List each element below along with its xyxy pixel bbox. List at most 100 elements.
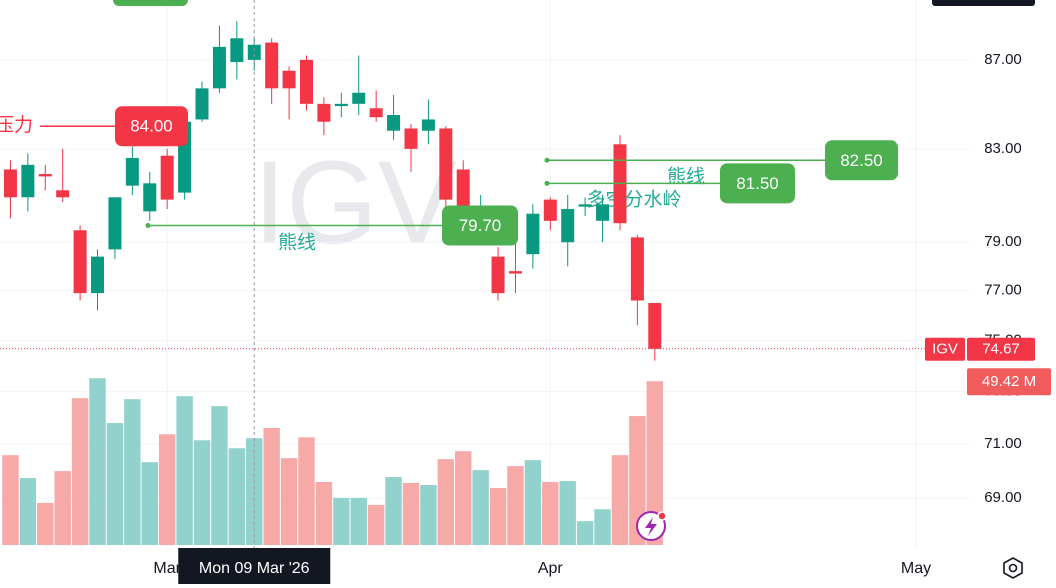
- candle-body: [143, 183, 157, 212]
- candle-body: [404, 128, 418, 149]
- annotation-text: 熊线: [278, 232, 316, 254]
- volume-bar: [507, 466, 524, 545]
- y-tick-label: 79.00: [984, 233, 1022, 250]
- volume-bar: [280, 458, 298, 545]
- annotation-dot: [544, 157, 550, 163]
- candle-body: [125, 157, 139, 186]
- annotation-text: 压力: [0, 114, 33, 136]
- volume-bar: [489, 487, 507, 545]
- volume-bar: [524, 460, 542, 545]
- candle-body: [265, 42, 279, 89]
- annotation-dot: [145, 223, 151, 229]
- annotation-label: 79.70: [459, 216, 502, 235]
- candle-body: [299, 59, 313, 104]
- candle-body: [91, 256, 105, 294]
- volume-bar: [246, 438, 263, 545]
- candle-body: [3, 169, 17, 198]
- volume-bar: [124, 399, 141, 545]
- lightning-icon[interactable]: [636, 511, 667, 541]
- volume-tag: [967, 368, 1051, 396]
- watermark: IGV: [253, 137, 457, 269]
- settings-dot[interactable]: [1008, 563, 1018, 573]
- annotation-label: 84.00: [130, 117, 173, 136]
- candle-body: [195, 88, 209, 120]
- candle-body: [282, 70, 296, 89]
- candle-body: [108, 197, 122, 250]
- top-toolbar[interactable]: [932, 0, 1035, 6]
- volume-bar: [228, 448, 246, 545]
- annotation-box: [442, 205, 518, 246]
- candle-body: [421, 119, 435, 131]
- y-tick-label: 77.00: [984, 282, 1022, 299]
- annotation-label: 81.50: [736, 174, 779, 193]
- candle-body: [212, 46, 226, 89]
- volume-bar: [2, 455, 19, 545]
- volume-bar: [559, 481, 576, 545]
- candle-body: [491, 256, 505, 294]
- volume-bar: [646, 381, 664, 545]
- candle-body: [596, 204, 610, 221]
- lightning-bolt[interactable]: [645, 517, 657, 536]
- candle-body: [352, 92, 366, 104]
- last-price-tag: [967, 337, 1035, 361]
- y-tick-label: 71.00: [984, 435, 1022, 452]
- candle-body: [38, 174, 52, 177]
- annotation-label: 82.50: [840, 151, 883, 170]
- volume-bar: [455, 451, 472, 545]
- volume-bar: [141, 462, 158, 545]
- candle-body: [369, 108, 383, 118]
- volume-bar: [19, 478, 37, 545]
- settings-icon[interactable]: [1003, 557, 1023, 579]
- volume-bar: [106, 423, 124, 545]
- candle-body: [456, 169, 470, 210]
- volume-bar: [298, 437, 315, 545]
- volume-bar: [263, 428, 280, 545]
- volume-bar: [176, 396, 193, 545]
- volume-bar: [437, 459, 455, 545]
- candle-body: [317, 103, 331, 122]
- annotation-text: 多空分水岭: [586, 188, 681, 210]
- annotation-box: [720, 163, 795, 204]
- settings-hex[interactable]: [1003, 557, 1023, 579]
- volume-bar: [472, 470, 489, 545]
- candle-body: [439, 128, 453, 200]
- volume-bar: [37, 502, 54, 545]
- last-price-text: 74.67: [982, 341, 1020, 358]
- candle-body: [160, 155, 174, 200]
- candle-body: [73, 230, 87, 294]
- y-tick-label: 69.00: [984, 489, 1022, 506]
- y-tick-label: 83.00: [984, 140, 1022, 157]
- volume-bar: [402, 483, 420, 545]
- lightning-badge[interactable]: [657, 511, 667, 521]
- volume-bar: [594, 509, 611, 545]
- symbol-tag: [925, 337, 965, 361]
- annotation-box: [825, 140, 898, 181]
- annotation-box: [115, 106, 188, 147]
- volume-bar: [158, 434, 176, 545]
- volume-bar: [420, 485, 437, 545]
- candle-body: [247, 44, 261, 60]
- volume-bar: [54, 471, 71, 545]
- candle-body: [230, 38, 244, 63]
- candle-body: [630, 237, 644, 301]
- volume-bar: [89, 378, 106, 545]
- volume-bar: [211, 406, 228, 545]
- y-tick-label: 87.00: [984, 51, 1022, 68]
- candle-body: [334, 103, 348, 107]
- volume-bar: [611, 455, 629, 545]
- annotation-text: 熊线: [667, 165, 705, 187]
- candle-body: [543, 199, 557, 221]
- candle-body: [648, 302, 662, 349]
- x-tick-label: Mar: [153, 560, 181, 577]
- volume-bar: [542, 482, 559, 545]
- x-tick-label: Apr: [538, 560, 564, 577]
- symbol-tag-text: IGV: [932, 341, 958, 358]
- volume-bar: [350, 497, 367, 545]
- annotation-dot: [544, 180, 550, 186]
- candle-body: [526, 213, 540, 255]
- candle-body: [508, 271, 522, 274]
- volume-bar: [385, 477, 402, 545]
- x-tick-label: May: [901, 560, 931, 577]
- volume-bar: [629, 416, 646, 545]
